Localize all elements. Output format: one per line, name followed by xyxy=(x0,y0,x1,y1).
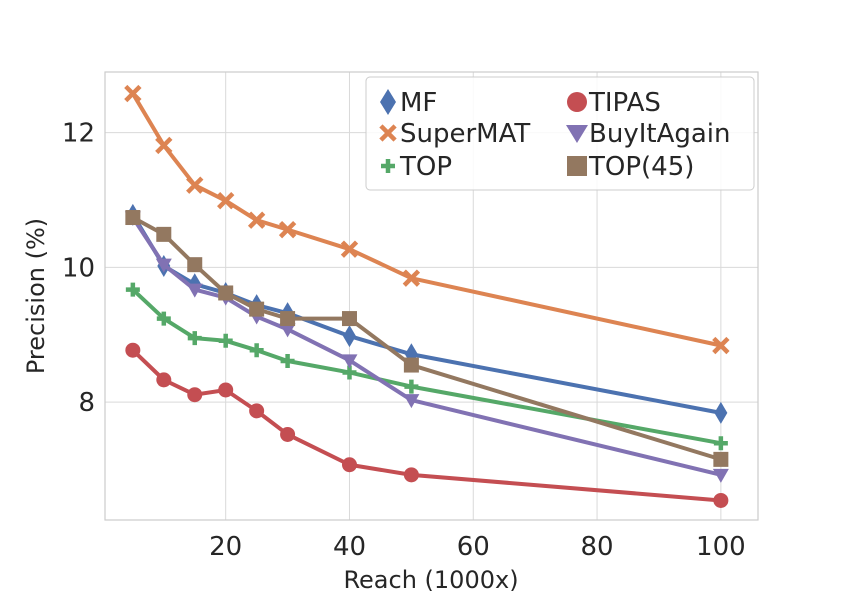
legend-label-buyitagain: BuyItAgain xyxy=(589,119,731,149)
x-tick-label: 40 xyxy=(333,532,366,562)
data-point-mf xyxy=(714,401,728,424)
data-point-tipas xyxy=(187,387,203,403)
plot-frame xyxy=(104,71,759,521)
data-point-top-45 xyxy=(403,357,419,373)
data-point-tipas xyxy=(125,342,141,358)
data-point-top xyxy=(187,331,202,346)
legend-item-tipas: TIPAS xyxy=(567,88,661,118)
x-axis-label: Reach (1000x) xyxy=(343,566,518,594)
data-point-buyitagain xyxy=(403,394,420,409)
y-tick-labels: 8 10 12 xyxy=(62,119,95,418)
data-point-tipas xyxy=(403,467,419,483)
data-point-supermat xyxy=(155,136,173,155)
legend-label-top: TOP xyxy=(399,152,452,182)
data-point-top-45 xyxy=(156,226,172,242)
legend-item-supermat: SuperMAT xyxy=(379,119,530,149)
data-point-supermat xyxy=(402,269,421,287)
data-point-buyitagain xyxy=(186,283,203,298)
legend-marker-top-45 xyxy=(567,156,587,176)
data-point-top-45 xyxy=(218,285,234,301)
x-tick-label: 60 xyxy=(457,532,490,562)
legend-item-mf: MF xyxy=(380,88,437,118)
data-point-top-45 xyxy=(249,301,265,317)
data-point-supermat xyxy=(278,220,297,239)
data-point-supermat xyxy=(340,240,359,258)
legend-label-mf: MF xyxy=(400,88,437,118)
series-supermat xyxy=(124,84,730,355)
x-tick-label: 20 xyxy=(209,532,242,562)
data-point-top xyxy=(218,333,233,348)
data-point-top xyxy=(280,354,295,369)
x-tick-label: 80 xyxy=(581,532,614,562)
data-point-tipas xyxy=(156,372,172,388)
data-point-top-45 xyxy=(341,311,357,327)
data-point-top xyxy=(156,311,171,326)
x-tick-label: 100 xyxy=(696,532,746,562)
data-point-top-45 xyxy=(187,257,203,273)
legend-marker-top xyxy=(381,159,395,173)
data-point-supermat xyxy=(712,336,730,355)
legend-marker-buyitagain xyxy=(566,125,588,143)
data-point-top-45 xyxy=(713,451,729,467)
data-point-supermat xyxy=(217,191,235,210)
series-tipas xyxy=(125,342,729,508)
series-layer xyxy=(124,84,730,508)
legend-label-top-45: TOP(45) xyxy=(588,152,694,182)
legend-marker-mf xyxy=(380,89,396,115)
legend-box xyxy=(365,76,755,191)
data-point-top-45 xyxy=(125,210,141,226)
data-point-top xyxy=(125,282,140,297)
data-point-supermat xyxy=(124,84,142,103)
data-point-mf xyxy=(342,325,356,348)
y-tick-label: 8 xyxy=(78,388,95,418)
data-point-supermat xyxy=(247,211,266,229)
data-point-top xyxy=(713,436,728,451)
data-point-buyitagain xyxy=(712,468,729,483)
data-point-top-45 xyxy=(280,311,296,327)
y-tick-label: 10 xyxy=(62,253,95,283)
data-point-top xyxy=(249,343,264,358)
data-point-tipas xyxy=(713,492,729,508)
data-point-tipas xyxy=(280,426,296,442)
data-point-buyitagain xyxy=(341,354,358,369)
legend-item-buyitagain: BuyItAgain xyxy=(566,119,731,149)
data-point-tipas xyxy=(218,382,234,398)
data-point-tipas xyxy=(341,457,357,473)
data-point-supermat xyxy=(186,176,204,194)
data-point-buyitagain xyxy=(279,323,296,338)
data-point-tipas xyxy=(249,403,265,419)
data-point-buyitagain xyxy=(155,258,172,273)
legend-item-top-45: TOP(45) xyxy=(567,152,694,182)
data-point-top xyxy=(404,379,419,394)
x-tick-labels: 20 40 60 80 100 xyxy=(209,532,746,562)
legend-label-tipas: TIPAS xyxy=(588,88,661,118)
legend-marker-tipas xyxy=(567,92,587,112)
y-tick-label: 12 xyxy=(62,119,95,149)
y-axis-label: Precision (%) xyxy=(22,218,50,374)
legend-marker-supermat xyxy=(379,124,397,142)
legend-label-supermat: SuperMAT xyxy=(400,119,530,149)
series-top-45 xyxy=(125,210,729,467)
legend-item-top: TOP xyxy=(381,152,452,182)
